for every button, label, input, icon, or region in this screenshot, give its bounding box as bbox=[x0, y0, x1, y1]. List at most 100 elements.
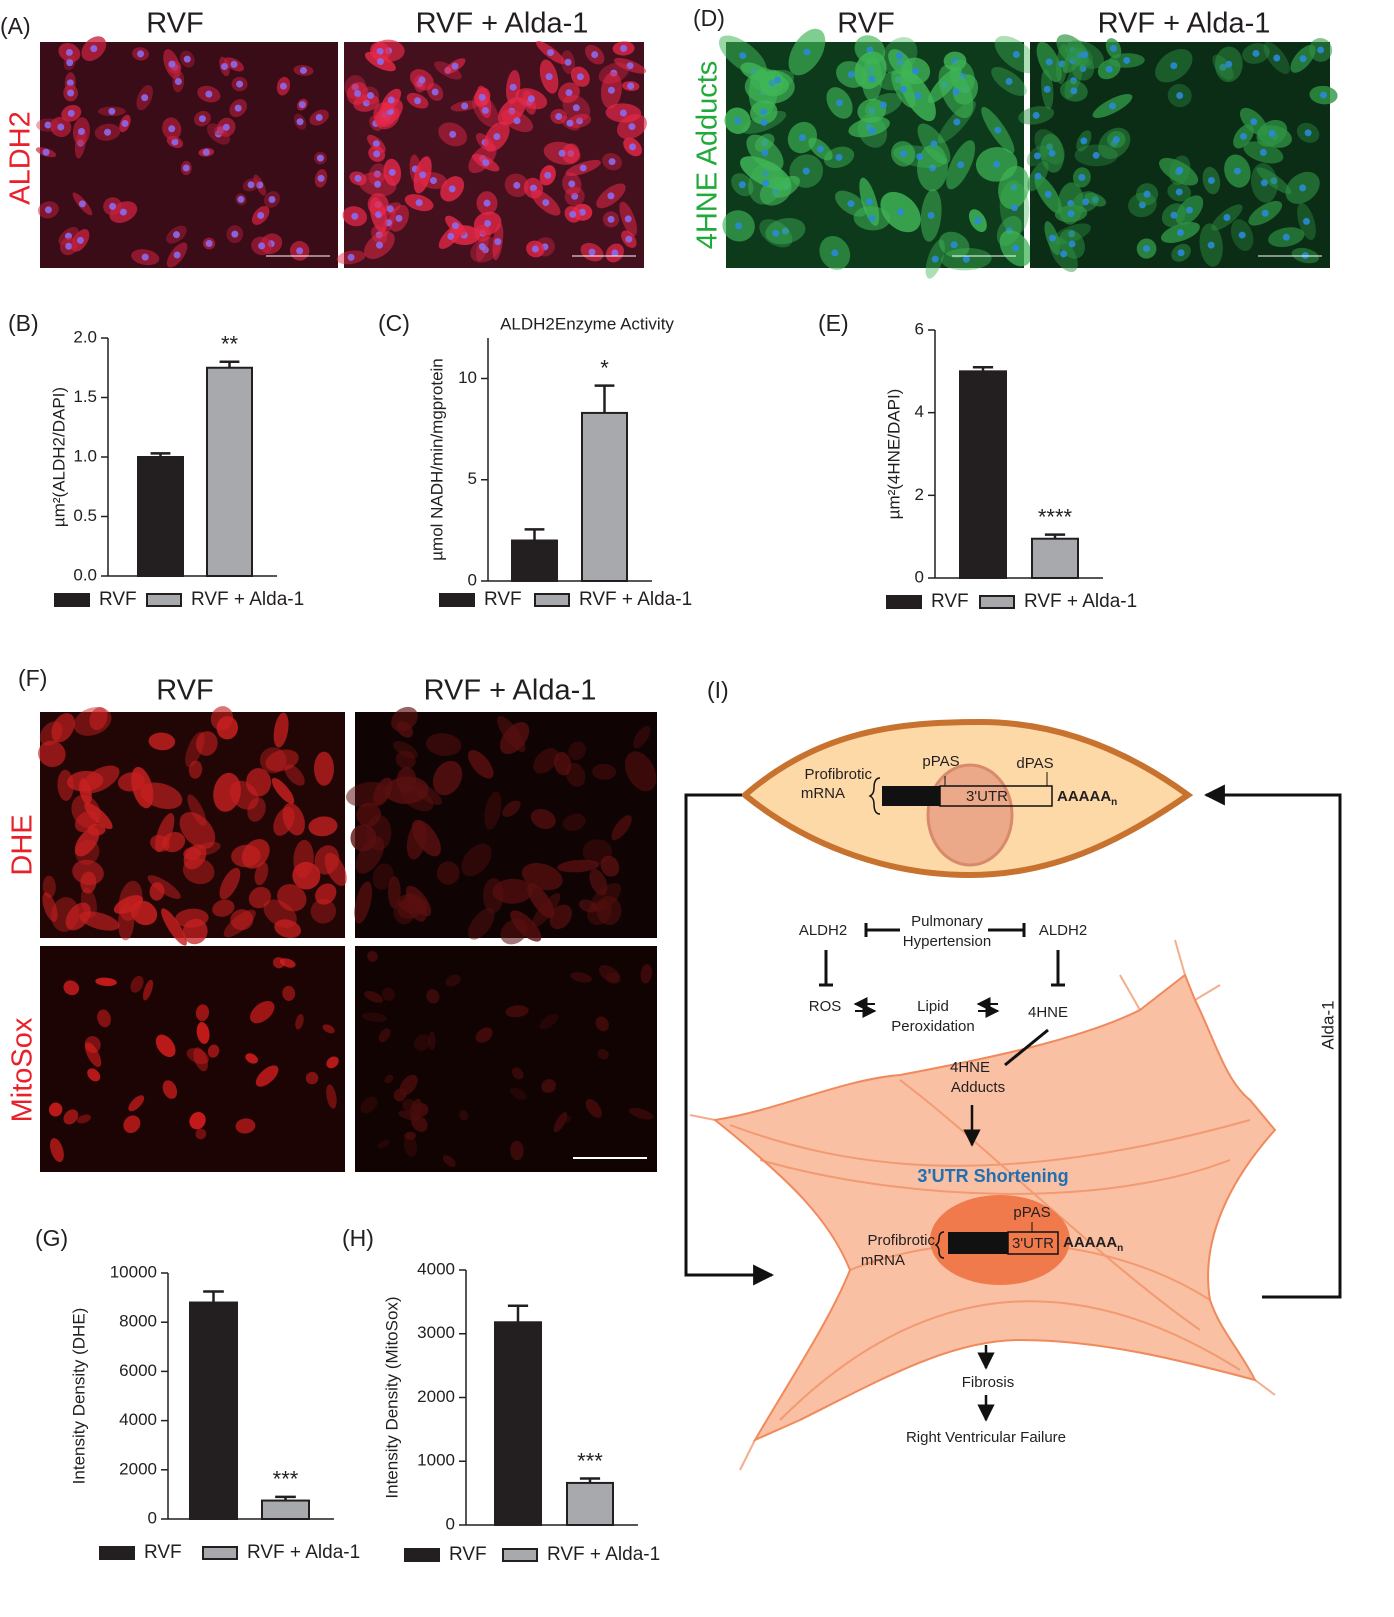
nucleus bbox=[607, 192, 615, 200]
y-tick-label: 0 bbox=[468, 570, 477, 589]
nucleus bbox=[1138, 201, 1146, 209]
cell bbox=[175, 908, 209, 928]
cell bbox=[161, 908, 187, 946]
bracket bbox=[868, 777, 881, 815]
nucleus bbox=[1177, 249, 1185, 257]
cell bbox=[196, 1021, 210, 1044]
cell bbox=[403, 1135, 417, 1157]
nucleus bbox=[1252, 49, 1260, 57]
nucleus bbox=[419, 171, 427, 179]
cell bbox=[557, 859, 600, 873]
legend-swatch bbox=[886, 595, 922, 609]
y-tick-label: 2.0 bbox=[73, 327, 97, 346]
nucleus bbox=[257, 211, 265, 219]
nucleus bbox=[386, 205, 394, 213]
cell bbox=[65, 902, 91, 931]
nucleus bbox=[547, 49, 555, 57]
nucleus bbox=[44, 121, 52, 129]
nucleus bbox=[847, 70, 855, 78]
significance: *** bbox=[577, 1448, 603, 1473]
cell bbox=[63, 980, 80, 996]
cell bbox=[590, 883, 622, 912]
cell bbox=[568, 741, 586, 761]
cell bbox=[492, 878, 533, 904]
nucleus bbox=[798, 134, 806, 142]
cell bbox=[118, 902, 135, 941]
nucleus bbox=[1268, 129, 1276, 137]
text: pPAS bbox=[1013, 1204, 1050, 1221]
cell bbox=[367, 950, 378, 962]
significance: ** bbox=[221, 332, 239, 357]
cell bbox=[531, 893, 561, 928]
bar bbox=[959, 370, 1007, 580]
text: Profibrotic bbox=[867, 1232, 935, 1249]
nucleus bbox=[607, 86, 615, 94]
cell bbox=[459, 1110, 469, 1121]
cell bbox=[81, 765, 120, 794]
cell bbox=[428, 1031, 436, 1051]
cell bbox=[414, 1034, 431, 1051]
nucleus bbox=[316, 154, 324, 162]
nucleus bbox=[531, 245, 539, 253]
nucleus bbox=[508, 107, 516, 115]
panel-label: (C) bbox=[378, 310, 410, 336]
cell bbox=[308, 816, 338, 837]
nucleus bbox=[1010, 204, 1018, 212]
cell bbox=[592, 763, 617, 780]
cell bbox=[149, 882, 165, 901]
nucleus bbox=[482, 159, 490, 167]
nucleus bbox=[868, 214, 876, 222]
cell bbox=[142, 979, 154, 1001]
stain-label: MitoSox bbox=[7, 1017, 39, 1122]
nucleus bbox=[478, 243, 486, 251]
cell bbox=[499, 722, 530, 755]
nucleus bbox=[768, 79, 776, 87]
cell bbox=[314, 845, 340, 875]
nucleus bbox=[418, 76, 426, 84]
cell bbox=[553, 1112, 568, 1133]
cell bbox=[282, 985, 296, 1002]
nucleus bbox=[65, 48, 73, 56]
nucleus bbox=[366, 91, 374, 99]
micrographs bbox=[35, 28, 1338, 1172]
legend-label: RVF + Alda-1 bbox=[547, 1544, 660, 1565]
nucleus bbox=[449, 130, 457, 138]
cell bbox=[123, 1115, 141, 1134]
nucleus bbox=[494, 238, 502, 246]
nucleus bbox=[739, 52, 747, 60]
cell bbox=[49, 1138, 64, 1163]
nucleus bbox=[121, 119, 129, 127]
cell bbox=[396, 721, 414, 738]
cell bbox=[624, 751, 657, 792]
cell bbox=[510, 1087, 527, 1101]
cell bbox=[235, 1118, 256, 1134]
legend-swatch bbox=[99, 1546, 135, 1560]
nucleus bbox=[1123, 56, 1131, 64]
nucleus bbox=[76, 236, 84, 244]
nucleus bbox=[611, 249, 619, 257]
nucleus bbox=[247, 181, 255, 189]
y-tick-label: 0.5 bbox=[73, 506, 97, 525]
nucleus bbox=[762, 179, 770, 187]
nucleus bbox=[258, 242, 266, 250]
cell bbox=[384, 776, 429, 804]
cell bbox=[147, 875, 181, 899]
nucleus bbox=[205, 240, 213, 248]
column-title: RVF bbox=[837, 8, 894, 40]
nucleus bbox=[374, 180, 382, 188]
cell bbox=[42, 892, 58, 922]
nucleus bbox=[481, 107, 489, 115]
cell bbox=[76, 1114, 91, 1124]
legend-swatch bbox=[54, 593, 90, 607]
nucleus bbox=[558, 149, 566, 157]
cell bbox=[436, 861, 460, 885]
cell bbox=[130, 975, 144, 993]
nucleus bbox=[354, 174, 362, 182]
nucleus bbox=[868, 75, 876, 83]
nucleus bbox=[588, 248, 596, 256]
cell bbox=[219, 867, 241, 900]
nucleus bbox=[564, 58, 572, 66]
cell bbox=[231, 844, 261, 868]
legend-label: RVF + Alda-1 bbox=[191, 589, 304, 610]
